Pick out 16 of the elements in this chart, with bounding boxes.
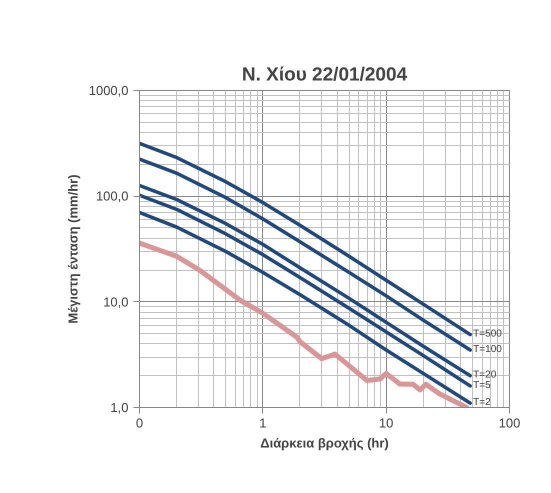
series-label: T=20 [473, 370, 497, 381]
x-tick-label: 100 [498, 416, 520, 430]
series-label: T=2 [473, 397, 492, 408]
y-tick-label: 1000,0 [88, 83, 129, 98]
y-tick-label: 10,0 [103, 294, 129, 310]
chart-title: Ν. Χίου 22/01/2004 [242, 64, 408, 86]
y-tick-label: 100,0 [96, 188, 129, 204]
x-tick-label: 1 [259, 416, 266, 430]
x-axis-title: Διάρκεια βροχής (hr) [260, 436, 389, 450]
series-label: T=100 [473, 344, 502, 356]
y-tick-label: 1,0 [110, 400, 129, 415]
series-label: T=5 [473, 380, 492, 391]
y-axis-title: Μέγιστη ένταση (mm/hr) [66, 174, 81, 324]
x-tick-label: 10 [378, 416, 394, 430]
series-label: T=500 [473, 328, 502, 340]
x-tick-label: 0 [136, 416, 144, 430]
